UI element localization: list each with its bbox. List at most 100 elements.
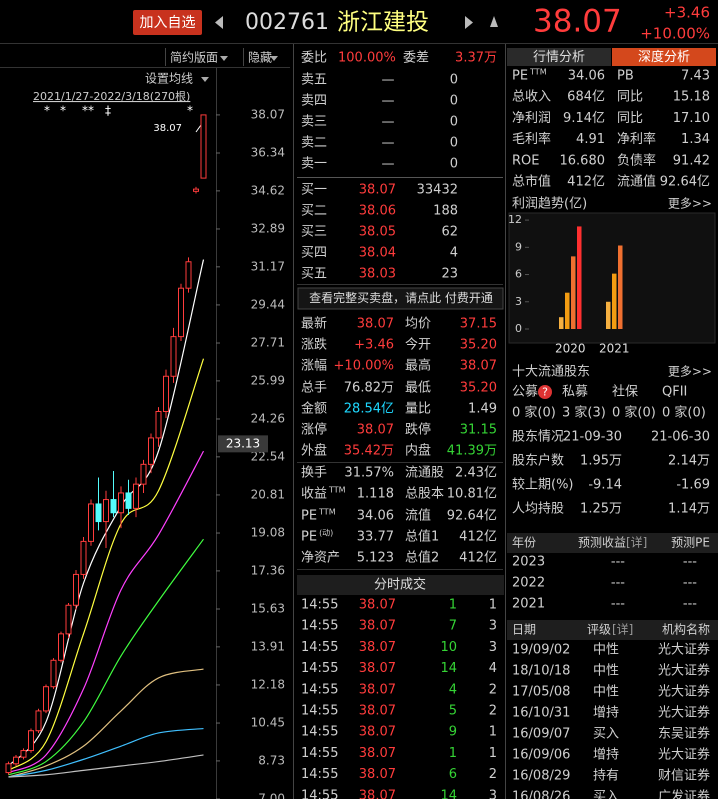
label: 光大证券 — [658, 747, 710, 763]
candle-body — [65, 604, 72, 635]
tab-active[interactable] — [612, 48, 716, 66]
candle-body — [103, 499, 109, 523]
add-favorite-label[interactable]: 加入自选 — [140, 15, 196, 31]
dropdown-arrow[interactable] — [201, 77, 209, 82]
next-arrow[interactable] — [465, 16, 473, 29]
candle-body — [80, 540, 87, 575]
add-favorite-button[interactable] — [133, 10, 202, 35]
label: 38.07 — [460, 359, 497, 374]
notice[interactable]: 查看完整买卖盘，请点此 付费开通 — [309, 290, 493, 305]
superscript: TTM — [318, 508, 336, 517]
more-link[interactable]: 更多>> — [668, 197, 712, 211]
holder-type[interactable]: QFII — [662, 385, 687, 400]
label: 4 — [449, 682, 457, 697]
detail-link[interactable]: [详] — [626, 535, 647, 550]
detail-link[interactable]: [详] — [612, 622, 633, 637]
alert-icon[interactable] — [490, 16, 498, 27]
label: 10.81亿 — [447, 487, 497, 502]
candle-body — [200, 114, 207, 179]
label: 38.07 — [359, 598, 396, 613]
label: 涨幅 — [301, 359, 327, 374]
label: 金额 — [301, 401, 327, 417]
label: 21-06-30 — [651, 430, 710, 445]
dropdown-arrow[interactable] — [270, 56, 278, 61]
label: 广发证券 — [658, 789, 710, 799]
label: 684亿 — [567, 90, 605, 105]
label: 35.20 — [460, 338, 497, 353]
high-arrow — [195, 124, 202, 133]
label: 2 — [489, 767, 497, 782]
label: 14 — [440, 661, 457, 676]
label: 41.39万 — [447, 444, 497, 459]
label: 14:55 — [301, 619, 338, 634]
label: --- — [683, 555, 697, 570]
moving-average — [8, 668, 204, 778]
candle-body — [58, 633, 64, 661]
label: --- — [611, 555, 625, 570]
label: 流通股 — [405, 466, 444, 481]
holder-type[interactable]: 私募 — [562, 385, 588, 400]
holder-count: 0 家(0) — [662, 405, 706, 421]
candle-body — [185, 261, 192, 289]
label: ROE — [512, 153, 539, 168]
help-icon[interactable]: ? — [542, 386, 548, 399]
x-tick-label: 2020 — [555, 342, 586, 356]
label: 6 — [449, 767, 457, 782]
stock-name: 浙江建投 — [337, 10, 429, 36]
y-tick-label: 20.81 — [251, 487, 285, 501]
ma-setting[interactable]: 设置均线 — [145, 72, 193, 86]
label: 33432 — [417, 183, 458, 198]
label: 较上期(%) — [512, 478, 574, 493]
label: 14:55 — [301, 725, 338, 740]
help-badge[interactable] — [538, 385, 552, 399]
label: 38.07 — [359, 725, 396, 740]
y-tick-label: 36.34 — [251, 146, 285, 160]
label: --- — [683, 597, 697, 612]
label: 增持 — [593, 748, 619, 763]
label: 持有 — [593, 769, 619, 784]
candle-body — [50, 659, 57, 688]
dropdown-arrow[interactable] — [220, 56, 228, 61]
label: 2.14万 — [668, 454, 710, 469]
candle-body — [178, 287, 184, 338]
profit-bar — [612, 273, 617, 329]
more-link[interactable]: 更多>> — [668, 365, 712, 379]
label: 16/08/29 — [512, 769, 570, 784]
tab[interactable] — [507, 48, 611, 66]
label: 14:55 — [301, 640, 338, 655]
label: 1.14万 — [668, 502, 710, 517]
profit-bar — [559, 317, 564, 329]
label: 最新 — [301, 316, 327, 332]
y-tick-label: 3 — [515, 295, 522, 308]
tab-label[interactable]: 行情分析 — [533, 50, 585, 65]
date-range[interactable]: 2021/1/27-2022/3/18(270根) — [33, 89, 190, 103]
notice-box[interactable] — [297, 287, 504, 310]
label: 委比 — [301, 51, 327, 66]
candle-body — [170, 336, 177, 377]
candle-body — [118, 492, 124, 514]
label: 利润趋势(亿) — [512, 196, 587, 212]
label: 38.04 — [359, 246, 396, 261]
cursor-price-box — [218, 435, 268, 453]
candle-body — [28, 730, 34, 752]
tab-label[interactable]: 深度分析 — [638, 49, 690, 65]
label: 总值2 — [405, 550, 439, 566]
label: 14:55 — [301, 704, 338, 719]
y-tick-label: 12.18 — [251, 677, 285, 691]
label: 预测PE — [671, 536, 710, 550]
price-change: +3.46 — [664, 4, 710, 22]
holder-type[interactable]: 社保 — [612, 384, 638, 400]
label: 17.10 — [673, 111, 710, 126]
event-marker: ** — [82, 104, 94, 118]
label: 总收入 — [512, 90, 551, 105]
prev-arrow[interactable] — [215, 16, 223, 29]
holder-type[interactable]: 公募 — [512, 385, 538, 400]
label: 38.07 — [359, 788, 396, 799]
hide-button[interactable]: 隐藏 — [248, 51, 272, 65]
y-tick-label: 38.07 — [251, 107, 285, 121]
y-tick-label: 6 — [515, 268, 522, 281]
x-tick-label: 2021 — [599, 342, 630, 356]
stock-code: 002761 — [245, 10, 329, 35]
layout-button[interactable]: 简约版面 — [170, 50, 218, 65]
